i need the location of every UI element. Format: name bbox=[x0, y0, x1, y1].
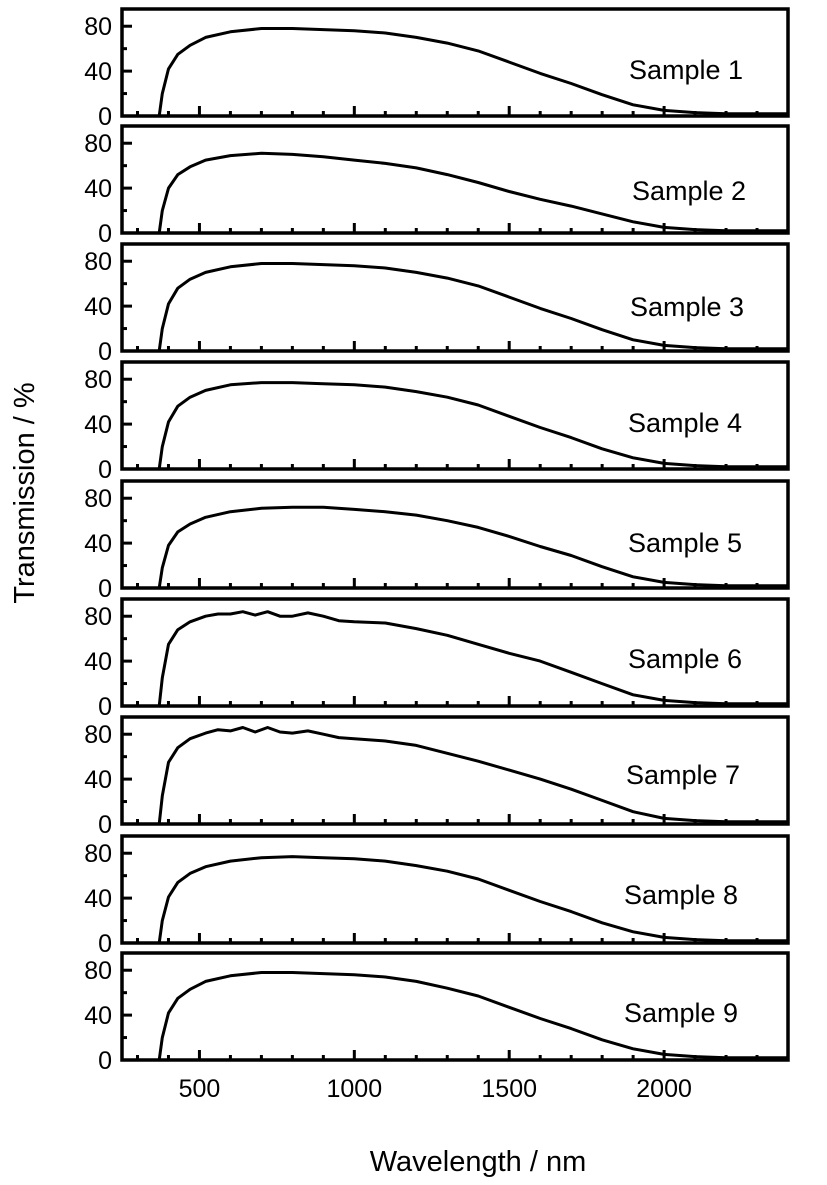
sample-label: Sample 2 bbox=[632, 176, 746, 206]
y-tick-label: 0 bbox=[98, 575, 112, 603]
y-tick-label: 0 bbox=[98, 811, 112, 839]
panel-5: 0 40 80 Sample 5 bbox=[84, 479, 790, 603]
panel-6: 0 40 80 Sample 6 bbox=[84, 597, 790, 721]
y-tick-label: 80 bbox=[84, 840, 112, 868]
y-tick-label: 0 bbox=[98, 220, 112, 248]
sample-label: Sample 5 bbox=[628, 528, 742, 558]
y-tick-label: 0 bbox=[98, 930, 112, 958]
transmission-curve bbox=[157, 505, 788, 589]
y-tick-label: 0 bbox=[98, 103, 112, 131]
panel-frame bbox=[120, 951, 790, 1062]
y-tick-label: 40 bbox=[84, 648, 112, 676]
transmission-curve bbox=[157, 27, 788, 117]
y-tick-label: 40 bbox=[84, 766, 112, 794]
transmission-curve bbox=[157, 971, 788, 1061]
transmission-curve bbox=[157, 151, 788, 234]
transmission-curve bbox=[157, 855, 788, 944]
x-tick-label: 500 bbox=[179, 1075, 221, 1103]
panel-frame bbox=[120, 597, 790, 708]
y-tick-label: 40 bbox=[84, 530, 112, 558]
transmission-curve bbox=[157, 610, 788, 707]
transmission-curve bbox=[157, 262, 788, 352]
panel-8: 0 40 80 Sample 8 bbox=[84, 834, 790, 958]
sample-label: Sample 9 bbox=[624, 998, 738, 1028]
y-tick-label: 0 bbox=[98, 1047, 112, 1075]
sample-label: Sample 3 bbox=[630, 292, 744, 322]
transmission-curve bbox=[157, 381, 788, 470]
panel-frame bbox=[120, 7, 790, 118]
y-tick-label: 80 bbox=[84, 13, 112, 41]
y-tick-label: 40 bbox=[84, 1002, 112, 1030]
x-tick-label: 2000 bbox=[636, 1075, 692, 1103]
panel-frame bbox=[120, 479, 790, 590]
y-tick-label: 0 bbox=[98, 693, 112, 721]
y-tick-label: 80 bbox=[84, 485, 112, 513]
y-tick-label: 40 bbox=[84, 411, 112, 439]
x-axis-label: Wavelength / nm bbox=[370, 1146, 587, 1178]
panel-7: 0 40 80 Sample 7 bbox=[84, 715, 790, 839]
y-tick-label: 80 bbox=[84, 603, 112, 631]
x-tick-labels: 500 1000 1500 2000 bbox=[179, 1075, 692, 1103]
y-tick-label: 80 bbox=[84, 130, 112, 158]
y-tick-label: 80 bbox=[84, 248, 112, 276]
y-tick-label: 0 bbox=[98, 456, 112, 484]
y-axis-label: Transmission / % bbox=[9, 382, 41, 603]
panel-frame bbox=[120, 124, 790, 235]
y-tick-label: 40 bbox=[84, 58, 112, 86]
x-tick-label: 1500 bbox=[481, 1075, 537, 1103]
sample-label: Sample 1 bbox=[629, 55, 743, 85]
panel-frame bbox=[120, 242, 790, 353]
panel-frame bbox=[120, 834, 790, 945]
y-tick-label: 40 bbox=[84, 175, 112, 203]
panel-4: 0 40 80 Sample 4 bbox=[84, 360, 790, 484]
sample-label: Sample 6 bbox=[628, 644, 742, 674]
sample-label: Sample 4 bbox=[628, 408, 742, 438]
transmission-curve bbox=[157, 726, 788, 825]
y-tick-label: 80 bbox=[84, 721, 112, 749]
panel-9: 0 40 80 Sample 9 bbox=[84, 951, 790, 1075]
panel-2: 0 40 80 Sample 2 bbox=[84, 124, 790, 248]
y-tick-label: 40 bbox=[84, 293, 112, 321]
y-tick-label: 80 bbox=[84, 366, 112, 394]
y-tick-label: 80 bbox=[84, 957, 112, 985]
x-tick-label: 1000 bbox=[327, 1075, 383, 1103]
y-tick-label: 40 bbox=[84, 885, 112, 913]
panel-3: 0 40 80 Sample 3 bbox=[84, 242, 790, 366]
panel-frame bbox=[120, 360, 790, 471]
y-tick-label: 0 bbox=[98, 338, 112, 366]
panel-frame bbox=[120, 715, 790, 826]
panel-1: 0 40 80 Sample 1 bbox=[84, 7, 790, 131]
sample-label: Sample 8 bbox=[624, 880, 738, 910]
sample-label: Sample 7 bbox=[626, 760, 740, 790]
